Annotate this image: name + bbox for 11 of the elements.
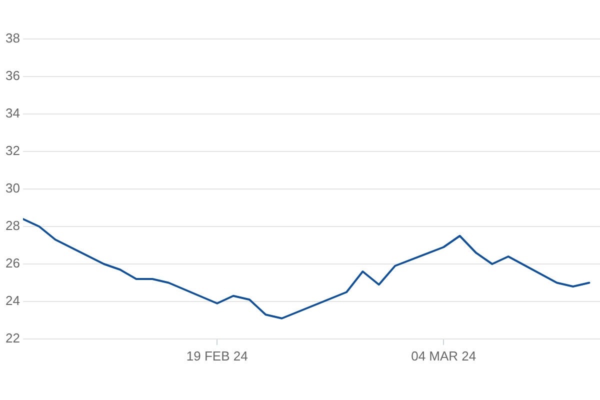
- x-tick-label: 04 MAR 24: [411, 348, 476, 364]
- y-tick-label: 22: [6, 330, 20, 346]
- y-tick-label: 24: [6, 293, 20, 308]
- y-tick-label: 28: [6, 218, 20, 234]
- y-tick-label: 38: [6, 30, 20, 46]
- y-tick-label: 36: [6, 68, 20, 84]
- x-tick-label: 19 FEB 24: [186, 348, 248, 364]
- y-tick-label: 32: [6, 143, 20, 158]
- y-tick-label: 30: [6, 180, 20, 196]
- y-tick-label: 26: [6, 256, 20, 271]
- y-tick-label: 34: [6, 106, 20, 121]
